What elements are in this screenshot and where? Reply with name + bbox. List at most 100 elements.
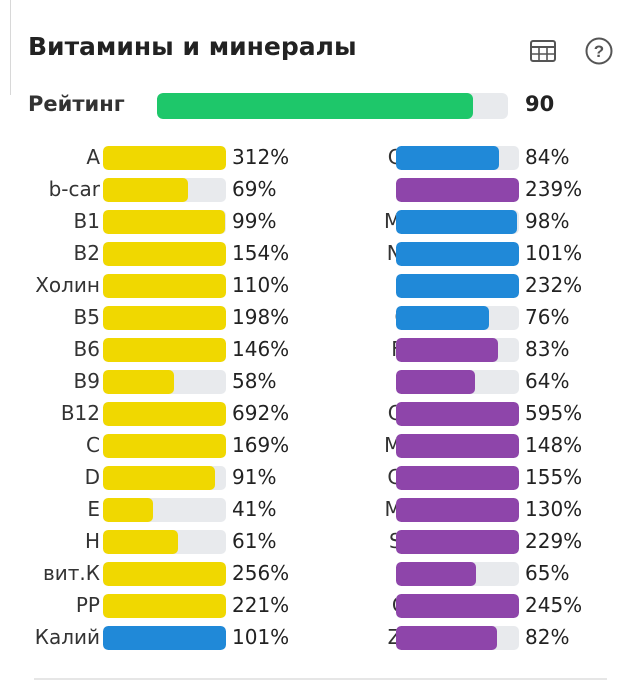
panel-edge-divider (10, 0, 11, 95)
mineral-bar-fill (396, 338, 499, 362)
mineral-bar-track (396, 274, 519, 298)
vitamin-name: C (86, 433, 100, 457)
mineral-bar-track (396, 562, 519, 586)
vitamin-bar-fill (103, 178, 188, 202)
vitamin-bar-fill (103, 498, 154, 522)
mineral-percent: 65% (525, 561, 570, 585)
vitamin-row: B1 99% (0, 206, 320, 238)
mineral-bar-track (396, 434, 519, 458)
vitamin-name: B9 (73, 369, 100, 393)
mineral-percent: 239% (525, 177, 583, 201)
mineral-row: Mg98% (320, 206, 641, 238)
vitamin-name: B2 (73, 241, 100, 265)
table-icon[interactable] (528, 36, 558, 66)
mineral-bar-track (396, 466, 519, 490)
rating-row: Рейтинг 90 (28, 88, 608, 124)
mineral-row: Si239% (320, 174, 641, 206)
bottom-divider (34, 678, 607, 680)
vitamins-column: A 312% b-car 69% B1 99% B2 154% Холин 110% B5 198% B… (0, 142, 320, 654)
mineral-bar-track (396, 594, 519, 618)
vitamin-bar-fill (103, 562, 226, 586)
mineral-row: Cu155% (320, 462, 641, 494)
mineral-percent: 76% (525, 305, 570, 329)
vitamin-bar-fill (103, 530, 179, 554)
mineral-row: Ca84% (320, 142, 641, 174)
vitamin-percent: 58% (232, 369, 277, 393)
mineral-row: Fe83% (320, 334, 641, 366)
mineral-bar-track (396, 178, 519, 202)
vitamin-row: E 41% (0, 494, 320, 526)
vitamin-bar-fill (103, 242, 226, 266)
vitamin-percent: 692% (232, 401, 290, 425)
vitamin-bar-fill (103, 274, 226, 298)
mineral-bar-track (396, 146, 519, 170)
mineral-percent: 232% (525, 273, 583, 297)
mineral-percent: 101% (525, 241, 583, 265)
vitamin-bar-track (103, 370, 226, 394)
vitamin-row: B12 692% (0, 398, 320, 430)
vitamin-row: H 61% (0, 526, 320, 558)
mineral-bar-track (396, 530, 519, 554)
vitamin-percent: 61% (232, 529, 277, 553)
vitamin-name: B1 (73, 209, 100, 233)
mineral-bar-track (396, 498, 519, 522)
vitamin-percent: 256% (232, 561, 290, 585)
vitamin-name: вит.К (43, 561, 100, 585)
vitamin-bar-track (103, 530, 226, 554)
mineral-percent: 84% (525, 145, 570, 169)
vitamin-bar-track (103, 306, 226, 330)
vitamin-row: вит.К 256% (0, 558, 320, 590)
mineral-bar-fill (396, 626, 497, 650)
vitamin-bar-fill (103, 210, 225, 234)
vitamin-row: A 312% (0, 142, 320, 174)
help-icon[interactable]: ? (584, 36, 614, 66)
vitamin-percent: 110% (232, 273, 290, 297)
vitamin-row: B6 146% (0, 334, 320, 366)
vitamin-percent: 221% (232, 593, 290, 617)
mineral-bar-fill (396, 434, 519, 458)
mineral-bar-fill (396, 530, 519, 554)
mineral-row: I64% (320, 366, 641, 398)
mineral-bar-track (396, 370, 519, 394)
vitamin-bar-track (103, 274, 226, 298)
vitamin-name: b-car (48, 177, 100, 201)
vitamin-percent: 146% (232, 337, 290, 361)
vitamin-bar-track (103, 210, 226, 234)
mineral-bar-fill (396, 594, 519, 618)
mineral-percent: 229% (525, 529, 583, 553)
vitamin-row: B9 58% (0, 366, 320, 398)
mineral-percent: 148% (525, 433, 583, 457)
vitamin-percent: 41% (232, 497, 277, 521)
vitamin-bar-fill (103, 594, 226, 618)
mineral-bar-fill (396, 402, 519, 426)
vitamin-bar-track (103, 594, 226, 618)
mineral-bar-fill (396, 242, 519, 266)
mineral-percent: 595% (525, 401, 583, 425)
mineral-percent: 82% (525, 625, 570, 649)
vitamin-row: B2 154% (0, 238, 320, 270)
vitamin-bar-fill (103, 370, 175, 394)
mineral-bar-track (396, 626, 519, 650)
vitamin-bar-track (103, 178, 226, 202)
mineral-bar-fill (396, 178, 519, 202)
vitamin-bar-fill (103, 306, 226, 330)
mineral-percent: 98% (525, 209, 570, 233)
vitamin-percent: 169% (232, 433, 290, 457)
vitamin-percent: 99% (232, 209, 277, 233)
vitamin-percent: 101% (232, 625, 290, 649)
mineral-row: P232% (320, 270, 641, 302)
vitamin-bar-fill (103, 338, 226, 362)
vitamin-percent: 91% (232, 465, 277, 489)
vitamin-name: B5 (73, 305, 100, 329)
svg-text:?: ? (594, 42, 604, 61)
mineral-row: Mn148% (320, 430, 641, 462)
mineral-percent: 245% (525, 593, 583, 617)
vitamin-bar-fill (103, 466, 215, 490)
mineral-row: Zn82% (320, 622, 641, 654)
mineral-row: F65% (320, 558, 641, 590)
vitamin-row: Калий 101% (0, 622, 320, 654)
mineral-bar-track (396, 402, 519, 426)
vitamin-bar-track (103, 434, 226, 458)
mineral-bar-track (396, 210, 519, 234)
mineral-bar-fill (396, 306, 490, 330)
